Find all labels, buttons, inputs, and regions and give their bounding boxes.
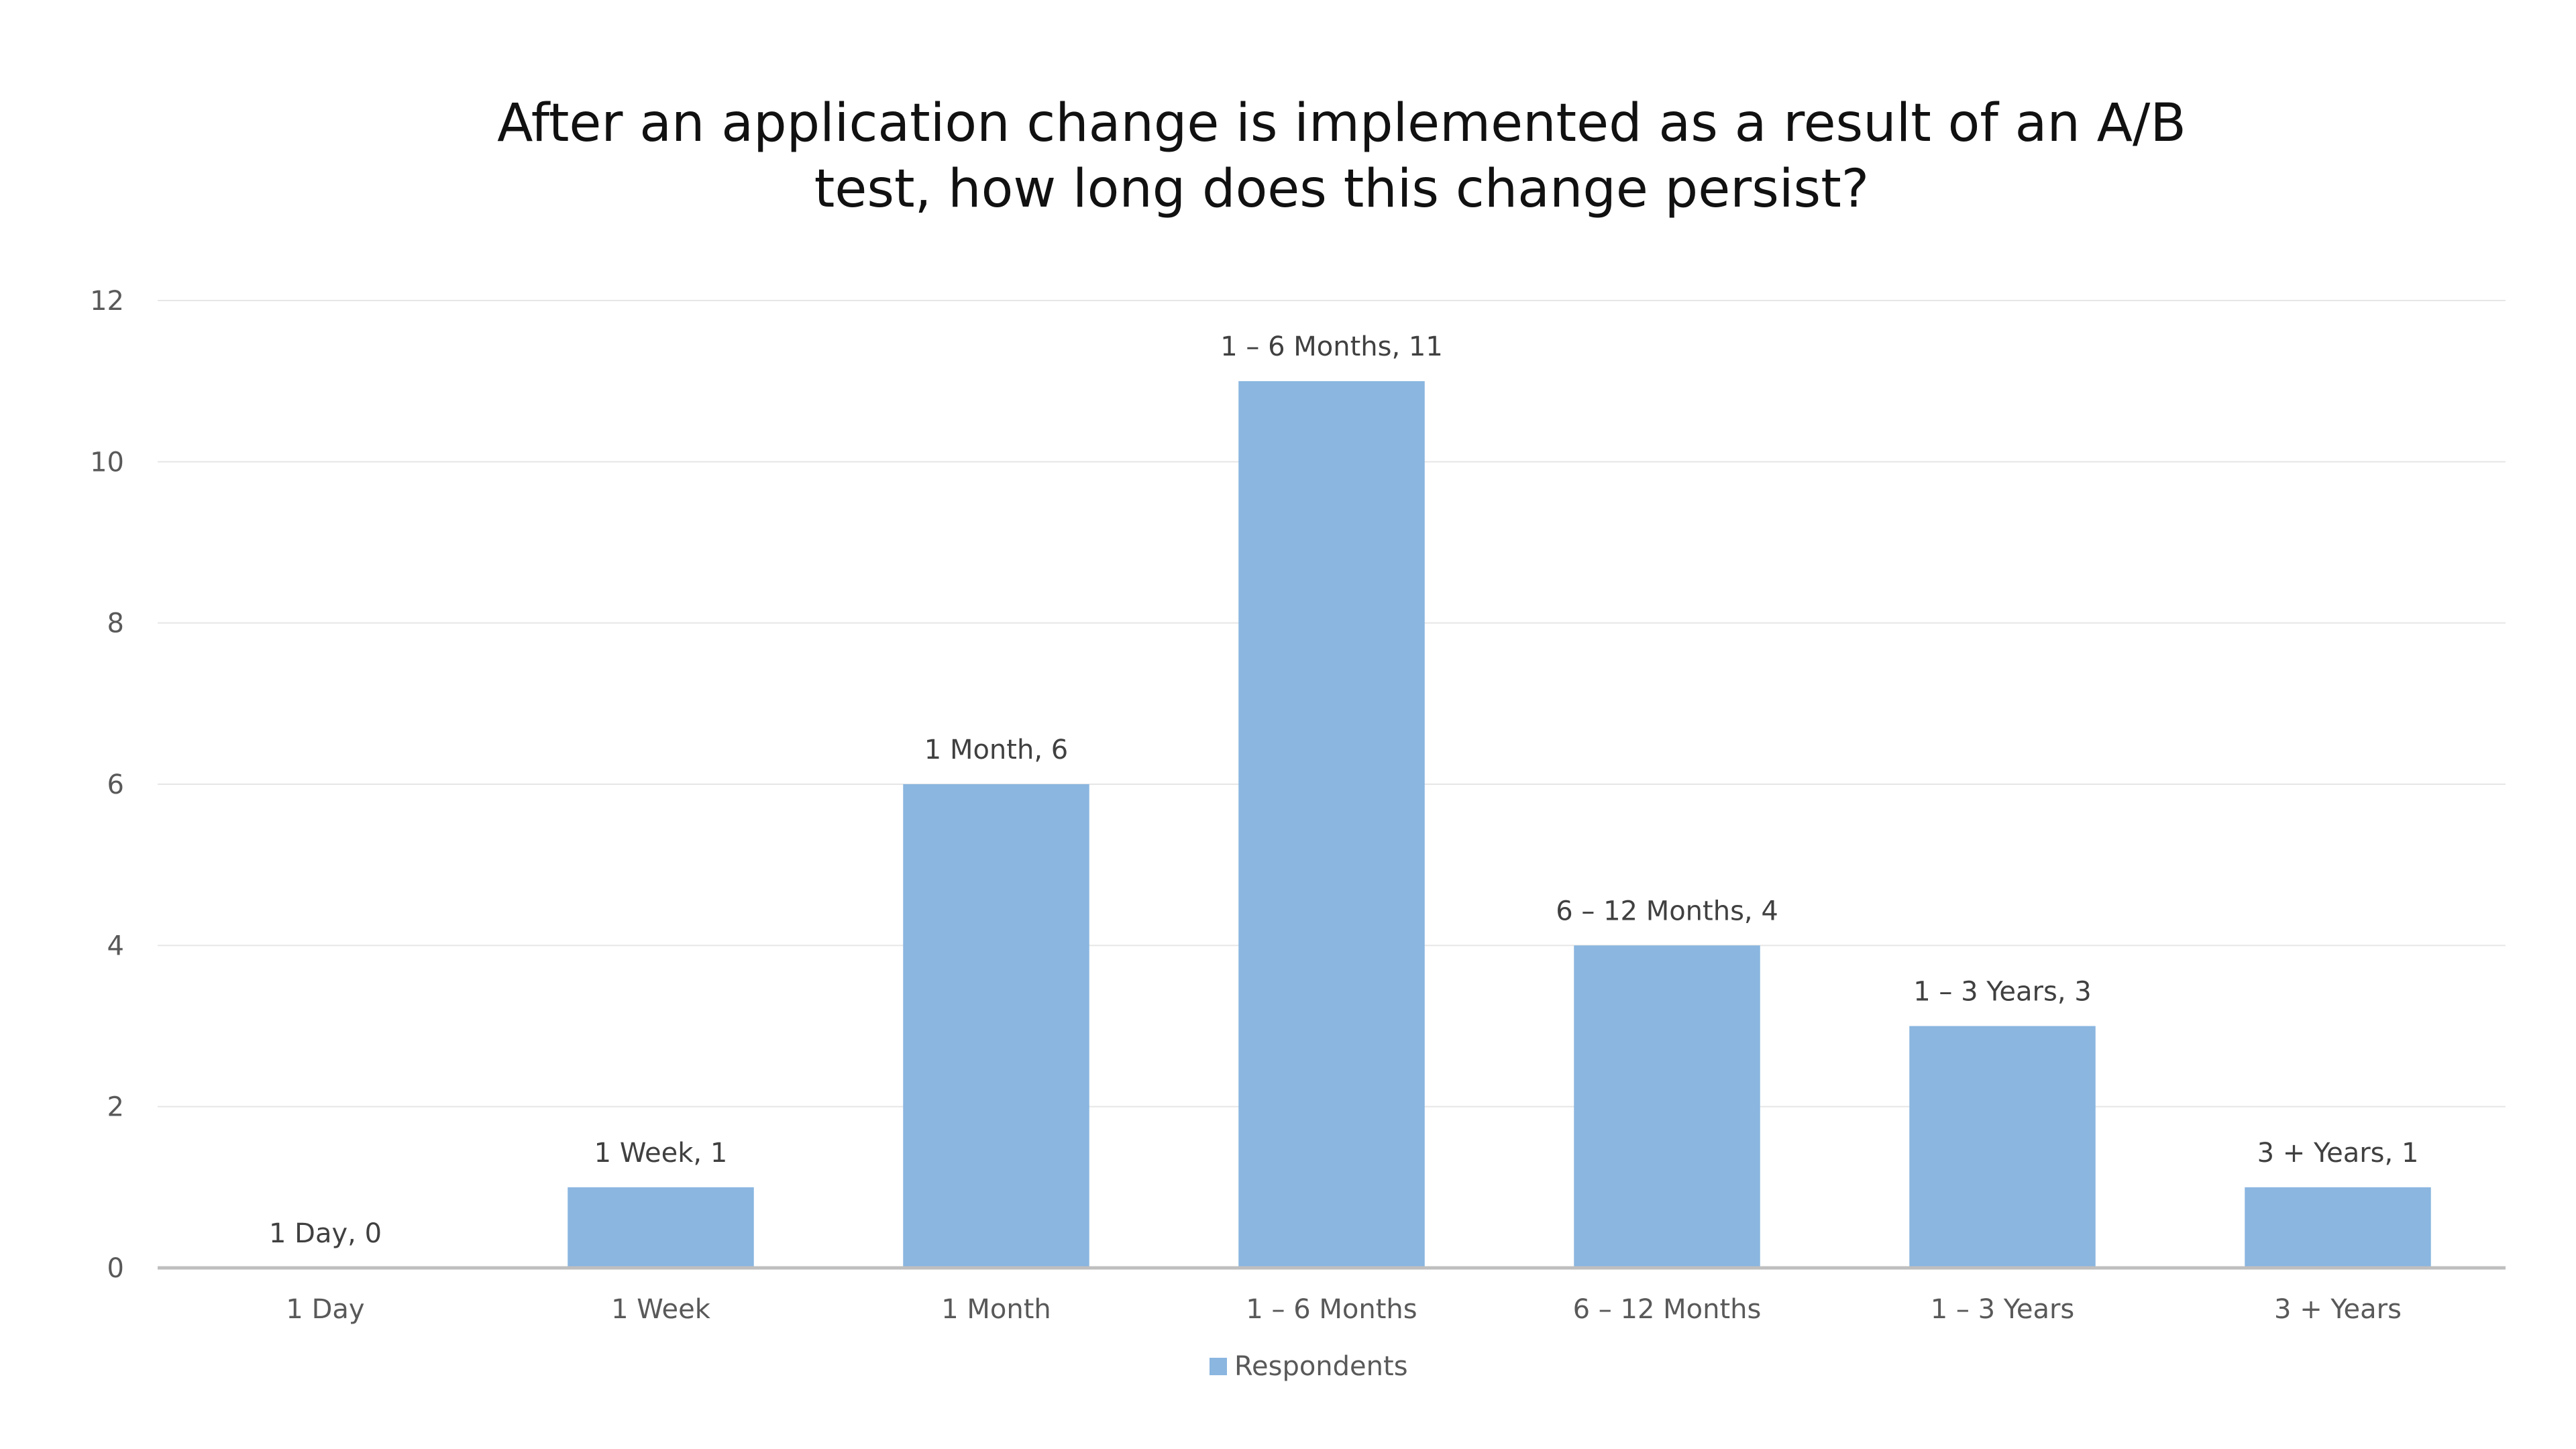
legend-swatch-respondents [1210,1358,1227,1375]
data-label-0: 1 Day, 0 [269,1218,382,1249]
data-label-4: 6 – 12 Months, 4 [1556,896,1778,926]
y-tick-label-2: 2 [107,1092,124,1123]
legend-label-respondents: Respondents [1234,1351,1408,1382]
x-category-label-4: 6 – 12 Months [1573,1294,1762,1325]
y-tick-label-12: 12 [90,286,124,317]
x-category-label-0: 1 Day [286,1294,364,1325]
y-axis-ticks: 0 2 4 6 8 10 12 [90,286,124,1284]
data-label-5: 1 – 3 Years, 3 [1913,977,2091,1008]
legend[interactable]: Respondents [1210,1351,1408,1382]
data-label-3: 1 – 6 Months, 11 [1220,331,1443,362]
chart-title: After an application change is implement… [497,93,2186,219]
bar-5[interactable] [1909,1026,2096,1269]
x-category-label-3: 1 – 6 Months [1246,1294,1417,1325]
bar-4[interactable] [1574,945,1760,1268]
chart-title-line-2: test, how long does this change persist? [814,159,1869,219]
x-category-label-5: 1 – 3 Years [1931,1294,2075,1325]
y-tick-label-10: 10 [90,447,124,478]
x-category-label-2: 1 Month [941,1294,1051,1325]
y-tick-label-4: 4 [107,930,124,961]
bar-2[interactable] [903,784,1089,1268]
chart-title-line-1: After an application change is implement… [497,93,2186,154]
data-label-2: 1 Month, 6 [924,735,1068,765]
bar-3[interactable] [1238,381,1425,1268]
data-label-1: 1 Week, 1 [594,1138,728,1169]
x-category-label-6: 3 + Years [2274,1294,2402,1325]
y-tick-label-8: 8 [107,608,124,639]
bar-6[interactable] [2245,1187,2431,1268]
data-label-6: 3 + Years, 1 [2257,1138,2419,1169]
data-labels: 1 Day, 0 1 Week, 1 1 Month, 6 1 – 6 Months,… [269,331,2418,1249]
y-tick-label-0: 0 [107,1253,124,1284]
x-axis-categories: 1 Day 1 Week 1 Month 1 – 6 Months 6 – 12 Mon… [286,1294,2402,1325]
bars [568,381,2431,1268]
y-tick-label-6: 6 [107,769,124,800]
x-category-label-1: 1 Week [611,1294,711,1325]
bar-1[interactable] [568,1187,754,1268]
